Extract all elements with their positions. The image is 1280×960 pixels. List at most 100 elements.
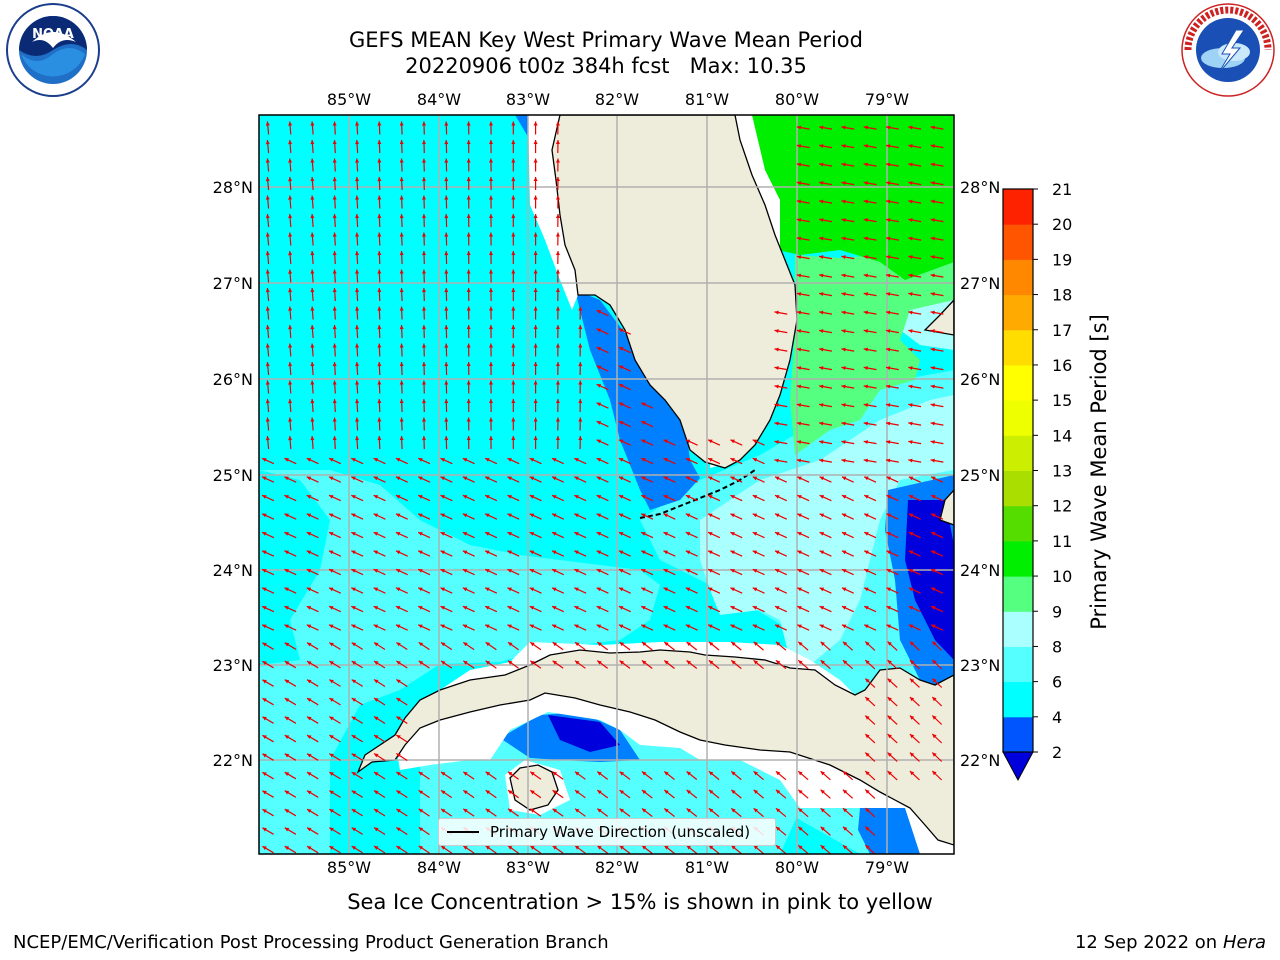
wave-arrow bbox=[841, 255, 855, 260]
wave-arrow bbox=[841, 292, 855, 297]
wave-arrow bbox=[399, 250, 404, 265]
wave-arrow bbox=[462, 771, 475, 780]
wave-arrow bbox=[908, 162, 922, 167]
colorbar-segment bbox=[1003, 646, 1033, 683]
wave-arrow bbox=[310, 250, 315, 265]
wave-arrow bbox=[887, 715, 898, 725]
wave-arrow bbox=[444, 213, 449, 228]
wave-arrow bbox=[395, 568, 408, 576]
wave-arrow bbox=[796, 218, 810, 223]
colorbar-segment bbox=[1003, 224, 1033, 260]
wave-arrow bbox=[640, 624, 654, 631]
colorbar-segment bbox=[1003, 681, 1033, 718]
wave-arrow bbox=[466, 250, 471, 265]
wave-arrow bbox=[355, 306, 360, 320]
wave-arrow bbox=[618, 457, 631, 465]
wave-arrow bbox=[261, 587, 275, 594]
wave-arrow bbox=[422, 213, 426, 228]
wave-arrow bbox=[596, 568, 609, 576]
wave-arrow bbox=[818, 403, 833, 408]
wave-arrow bbox=[485, 641, 497, 651]
wave-arrow bbox=[351, 790, 364, 798]
wave-arrow bbox=[288, 380, 293, 394]
wave-arrow bbox=[708, 789, 720, 799]
wave-arrow bbox=[752, 568, 765, 576]
wave-arrow bbox=[885, 199, 899, 204]
wave-arrow bbox=[444, 287, 449, 302]
wave-arrow bbox=[842, 770, 854, 781]
wave-arrow bbox=[841, 181, 855, 186]
wave-arrow bbox=[310, 139, 315, 154]
wave-arrow bbox=[555, 232, 560, 246]
chart-title: GEFS MEAN Key West Primary Wave Mean Per… bbox=[349, 28, 863, 52]
wave-arrow bbox=[842, 826, 854, 836]
wave-arrow bbox=[885, 440, 899, 445]
lat-tick-label-left: 22°N bbox=[213, 751, 253, 770]
wave-arrow bbox=[284, 457, 297, 465]
wave-arrow bbox=[462, 513, 475, 520]
wave-arrow bbox=[574, 550, 587, 557]
wave-arrow bbox=[284, 624, 297, 631]
wave-arrow bbox=[908, 181, 922, 186]
wave-arrow bbox=[377, 343, 382, 357]
wave-arrow bbox=[930, 440, 944, 445]
wave-arrow bbox=[931, 659, 943, 670]
wave-arrow bbox=[310, 232, 315, 246]
ocean-fill-9-10 bbox=[790, 255, 954, 455]
wave-arrow bbox=[818, 458, 833, 463]
wave-arrow bbox=[640, 568, 654, 576]
wave-arrow bbox=[351, 457, 364, 465]
wave-arrow bbox=[841, 550, 854, 557]
wave-arrow bbox=[797, 641, 809, 651]
wave-arrow bbox=[551, 513, 565, 520]
wave-arrow bbox=[377, 269, 382, 283]
wave-arrow bbox=[466, 380, 471, 394]
wave-arrow bbox=[377, 398, 382, 413]
wave-arrow bbox=[533, 269, 538, 283]
wave-arrow bbox=[886, 513, 899, 520]
lon-tick-label-bottom: 80°W bbox=[775, 858, 819, 877]
wave-arrow bbox=[288, 195, 293, 209]
wave-arrow bbox=[864, 789, 876, 799]
wave-arrow bbox=[752, 531, 765, 539]
wave-arrow bbox=[306, 513, 319, 520]
wave-arrow bbox=[752, 457, 765, 465]
wave-arrow bbox=[355, 380, 360, 394]
wave-arrow bbox=[640, 457, 654, 465]
wave-arrow bbox=[797, 844, 809, 854]
wave-arrow bbox=[618, 383, 631, 391]
wave-arrow bbox=[886, 587, 899, 594]
wave-arrow bbox=[574, 845, 586, 854]
wave-arrow bbox=[555, 361, 560, 376]
lat-tick-label-left: 23°N bbox=[213, 656, 253, 675]
wave-arrow bbox=[885, 162, 899, 167]
wave-arrow bbox=[310, 158, 315, 172]
wave-arrow bbox=[841, 329, 855, 334]
wave-arrow bbox=[533, 325, 538, 338]
wave-arrow bbox=[262, 734, 274, 743]
wave-arrow bbox=[596, 771, 609, 780]
wave-arrow bbox=[265, 139, 270, 154]
wave-arrow bbox=[417, 513, 431, 520]
wave-arrow bbox=[774, 624, 788, 631]
wave-arrow bbox=[618, 346, 631, 354]
wave-arrow bbox=[841, 144, 855, 149]
wave-arrow bbox=[417, 568, 431, 576]
wave-arrow bbox=[930, 605, 944, 613]
colorbar-tick-label: 13 bbox=[1052, 462, 1072, 481]
wave-arrow bbox=[797, 605, 810, 613]
wave-arrow bbox=[332, 361, 337, 376]
wave-arrow bbox=[930, 144, 944, 149]
wave-arrow bbox=[351, 808, 364, 817]
wave-arrow bbox=[332, 380, 337, 394]
wave-arrow bbox=[908, 366, 922, 371]
nws-logo bbox=[1181, 3, 1275, 97]
colorbar-tick-label: 6 bbox=[1052, 673, 1062, 692]
wave-arrow bbox=[842, 844, 854, 854]
wave-arrow bbox=[399, 158, 404, 172]
wave-arrow bbox=[864, 641, 876, 651]
wave-arrow bbox=[841, 421, 855, 426]
lat-tick-label-left: 26°N bbox=[213, 370, 253, 389]
wave-arrow bbox=[351, 697, 364, 706]
colorbar-tick-label: 9 bbox=[1052, 602, 1062, 621]
